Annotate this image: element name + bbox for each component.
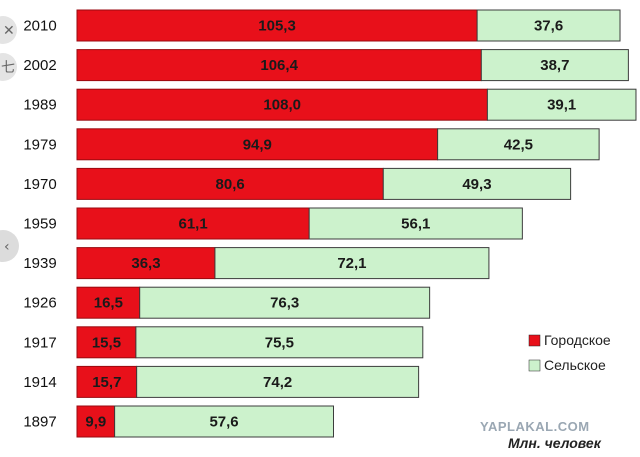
value-label-urban: 80,6 (216, 176, 245, 193)
bar-rural (480, 49, 629, 82)
close-icon: ✕ (3, 23, 15, 39)
bar-urban (76, 326, 137, 359)
year-label: 1939 (23, 255, 56, 272)
year-label: 1897 (23, 414, 56, 431)
year-label: 1959 (23, 216, 56, 233)
year-label: 1979 (23, 136, 56, 153)
value-label-rural: 38,7 (540, 57, 569, 74)
value-label-urban: 61,1 (178, 216, 207, 233)
year-label: 2002 (23, 57, 56, 74)
bars (76, 9, 637, 438)
value-label-rural: 39,1 (547, 97, 576, 114)
legend: Городское Сельское (528, 332, 611, 373)
value-label-urban: 105,3 (258, 18, 296, 35)
bar-rural (114, 405, 335, 438)
bar-urban (76, 88, 488, 121)
bar-rural (214, 247, 490, 280)
value-label-urban: 94,9 (243, 136, 272, 153)
bar-rural (437, 128, 600, 161)
bar-urban (76, 247, 216, 280)
year-label: 1970 (23, 176, 56, 193)
value-labels: 105,3 37,6 106,4 38,7 108,0 39,1 94,9 42,5 80,6 4… (85, 18, 576, 431)
year-label: 1917 (23, 334, 56, 351)
value-label-urban: 16,5 (94, 295, 123, 312)
value-label-rural: 76,3 (270, 295, 299, 312)
value-label-urban: 106,4 (260, 57, 298, 74)
bar-rural (308, 207, 523, 240)
value-label-rural: 42,5 (504, 136, 533, 153)
bar-urban (76, 9, 478, 42)
legend-swatch-urban (528, 334, 541, 347)
bar-rural (382, 167, 572, 200)
chevron-left-icon[interactable]: ‹ (4, 239, 10, 255)
bar-rural (135, 326, 424, 359)
value-label-rural: 56,1 (401, 216, 430, 233)
legend-swatch-rural (528, 359, 541, 372)
chevron-left-icon-bg[interactable] (0, 230, 19, 262)
bar-rural (139, 286, 431, 319)
value-label-rural: 74,2 (263, 374, 292, 391)
year-label: 2010 (23, 18, 56, 35)
bar-rural (136, 365, 420, 398)
value-label-urban: 108,0 (263, 97, 301, 114)
value-label-rural: 49,3 (462, 176, 491, 193)
legend-label-urban: Городское (544, 332, 611, 348)
close-icon-bg (0, 16, 17, 44)
bar-urban (76, 128, 439, 161)
bar-rural (476, 9, 621, 42)
year-label: 1989 (23, 97, 56, 114)
bar-urban (76, 405, 116, 438)
value-label-urban: 15,5 (92, 334, 121, 351)
watermark: YAPLAKAL.COM (480, 419, 590, 434)
value-label-rural: 72,1 (337, 255, 366, 272)
value-label-rural: 37,6 (534, 18, 563, 35)
value-label-rural: 57,6 (209, 414, 238, 431)
year-label: 1914 (23, 374, 56, 391)
bar-urban (76, 167, 384, 200)
edge-artifacts: ✕ 七 ‹ (0, 16, 19, 262)
year-label: 1926 (23, 295, 56, 312)
translate-icon-bg (0, 53, 17, 81)
value-label-rural: 75,5 (265, 334, 294, 351)
value-label-urban: 15,7 (92, 374, 121, 391)
year-labels: 2010 2002 1989 1979 1970 1959 1939 1926 1917 1914… (23, 18, 56, 431)
value-label-urban: 36,3 (131, 255, 160, 272)
legend-label-rural: Сельское (544, 357, 606, 373)
translate-icon: 七 (1, 60, 15, 76)
bar-urban (76, 49, 482, 82)
value-label-urban: 9,9 (85, 414, 106, 431)
bar-urban (76, 365, 138, 398)
bar-rural (486, 88, 637, 121)
unit-label: Млн. человек (508, 435, 602, 451)
